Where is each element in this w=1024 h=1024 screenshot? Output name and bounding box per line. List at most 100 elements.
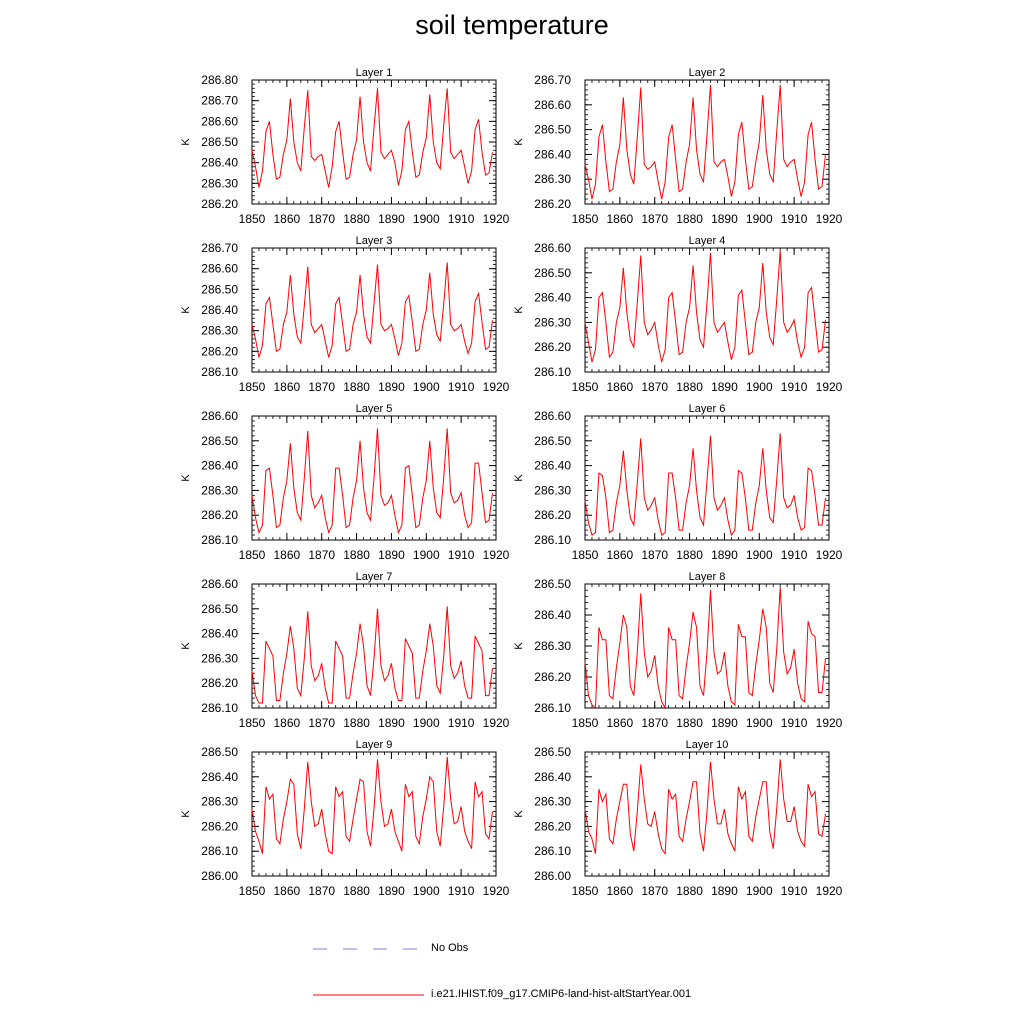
x-tick-label: 1910 <box>781 884 808 898</box>
y-tick-label: 286.30 <box>534 795 571 809</box>
y-tick-label: 286.70 <box>534 73 571 87</box>
y-tick-label: 286.40 <box>534 770 571 784</box>
plot-frame <box>251 79 497 205</box>
y-tick-label: 286.10 <box>534 844 571 858</box>
x-tick-label: 1880 <box>676 548 703 562</box>
panel-title: Layer 10 <box>686 739 729 751</box>
chart-panel-2: Layer 2 K 1850 1860 1870 1880 1890 1900 1910 1920… <box>513 67 843 226</box>
panel-title: Layer 4 <box>689 235 726 247</box>
x-tick-label: 1890 <box>378 884 405 898</box>
x-tick-label: 1890 <box>378 212 405 226</box>
series-line <box>584 84 827 200</box>
y-tick-label: 286.60 <box>534 409 571 423</box>
x-tick-label: 1910 <box>448 548 475 562</box>
chart-panel-9: Layer 9 K 1850 1860 1870 1880 1890 1900 1910 1920… <box>180 739 510 898</box>
x-tick-label: 1870 <box>308 548 335 562</box>
y-tick-label: 286.30 <box>534 483 571 497</box>
series-line <box>251 262 494 358</box>
chart-panel-5: Layer 5 K 1850 1860 1870 1880 1890 1900 1910 1920… <box>180 403 510 562</box>
x-tick-label: 1910 <box>448 212 475 226</box>
x-tick-label: 1850 <box>572 716 599 730</box>
x-tick-label: 1910 <box>781 548 808 562</box>
y-tick-label: 286.30 <box>534 639 571 653</box>
legend-label-model-run: i.e21.IHIST.f09_g17.CMIP6-land-hist-altS… <box>431 988 692 1000</box>
x-tick-label: 1890 <box>711 380 738 394</box>
y-tick-label: 286.40 <box>534 147 571 161</box>
chart-panel-10: Layer 10 K 1850 1860 1870 1880 1890 1900 1910 192… <box>513 739 843 898</box>
y-tick-label: 286.80 <box>201 73 238 87</box>
x-tick-label: 1890 <box>711 212 738 226</box>
x-tick-label: 1870 <box>308 716 335 730</box>
x-tick-label: 1910 <box>781 380 808 394</box>
y-tick-label: 286.10 <box>534 533 571 547</box>
x-tick-label: 1920 <box>816 212 843 226</box>
x-tick-label: 1890 <box>378 380 405 394</box>
x-tick-label: 1880 <box>343 212 370 226</box>
y-tick-label: 286.10 <box>534 365 571 379</box>
x-tick-label: 1870 <box>308 212 335 226</box>
x-tick-label: 1920 <box>483 884 510 898</box>
y-tick-label: 286.30 <box>534 172 571 186</box>
plot-frame <box>584 415 830 541</box>
x-tick-label: 1890 <box>378 548 405 562</box>
panel-title: Layer 8 <box>689 571 726 583</box>
y-tick-label: 286.20 <box>534 340 571 354</box>
chart-panel-8: Layer 8 K 1850 1860 1870 1880 1890 1900 1910 1920… <box>513 571 843 730</box>
y-tick-label: 286.40 <box>534 608 571 622</box>
y-tick-label: 286.20 <box>534 670 571 684</box>
page-title: soil temperature <box>415 10 609 40</box>
series-line <box>251 88 494 188</box>
y-tick-label: 286.00 <box>201 869 238 883</box>
y-tick-label: 286.20 <box>201 819 238 833</box>
y-tick-label: 286.30 <box>534 315 571 329</box>
x-tick-label: 1920 <box>816 716 843 730</box>
y-axis-label: K <box>180 642 192 650</box>
y-axis-label: K <box>180 138 192 146</box>
series-line <box>251 606 494 704</box>
x-tick-label: 1850 <box>572 212 599 226</box>
y-tick-label: 286.60 <box>534 98 571 112</box>
y-axis-label: K <box>180 810 192 818</box>
x-tick-label: 1850 <box>239 884 266 898</box>
y-tick-label: 286.60 <box>201 114 238 128</box>
y-tick-label: 286.20 <box>534 197 571 211</box>
y-axis-label: K <box>513 474 525 482</box>
x-tick-label: 1880 <box>343 380 370 394</box>
y-tick-label: 286.30 <box>201 651 238 665</box>
x-tick-label: 1870 <box>641 884 668 898</box>
x-tick-label: 1920 <box>483 212 510 226</box>
y-tick-label: 286.50 <box>534 266 571 280</box>
series-line <box>584 250 827 363</box>
y-tick-label: 286.50 <box>201 745 238 759</box>
x-tick-label: 1890 <box>711 884 738 898</box>
panel-title: Layer 9 <box>356 739 393 751</box>
y-tick-label: 286.10 <box>534 701 571 715</box>
panel-title: Layer 5 <box>356 403 393 415</box>
chart-panel-1: Layer 1 K 1850 1860 1870 1880 1890 1900 1910 1920… <box>180 67 510 226</box>
x-tick-label: 1870 <box>308 884 335 898</box>
y-tick-label: 286.50 <box>534 745 571 759</box>
chart-panel-4: Layer 4 K 1850 1860 1870 1880 1890 1900 1910 1920… <box>513 235 843 394</box>
y-tick-label: 286.10 <box>201 533 238 547</box>
chart-panel-3: Layer 3 K 1850 1860 1870 1880 1890 1900 1910 1920… <box>180 235 510 394</box>
x-tick-label: 1850 <box>572 884 599 898</box>
y-tick-label: 286.00 <box>534 869 571 883</box>
y-tick-label: 286.40 <box>201 770 238 784</box>
y-tick-label: 286.20 <box>201 508 238 522</box>
panel-title: Layer 6 <box>689 403 726 415</box>
y-axis-label: K <box>513 810 525 818</box>
y-tick-label: 286.20 <box>201 344 238 358</box>
y-tick-label: 286.40 <box>201 627 238 641</box>
plot-frame <box>251 247 497 373</box>
plot-frame <box>251 751 497 877</box>
x-tick-label: 1920 <box>816 884 843 898</box>
panel-title: Layer 2 <box>689 67 726 79</box>
panel-title: Layer 7 <box>356 571 393 583</box>
y-axis-label: K <box>513 306 525 314</box>
y-tick-label: 286.30 <box>201 795 238 809</box>
x-tick-label: 1850 <box>572 380 599 394</box>
x-tick-label: 1870 <box>308 380 335 394</box>
x-tick-label: 1870 <box>641 380 668 394</box>
y-tick-label: 286.60 <box>201 577 238 591</box>
x-tick-label: 1910 <box>448 716 475 730</box>
